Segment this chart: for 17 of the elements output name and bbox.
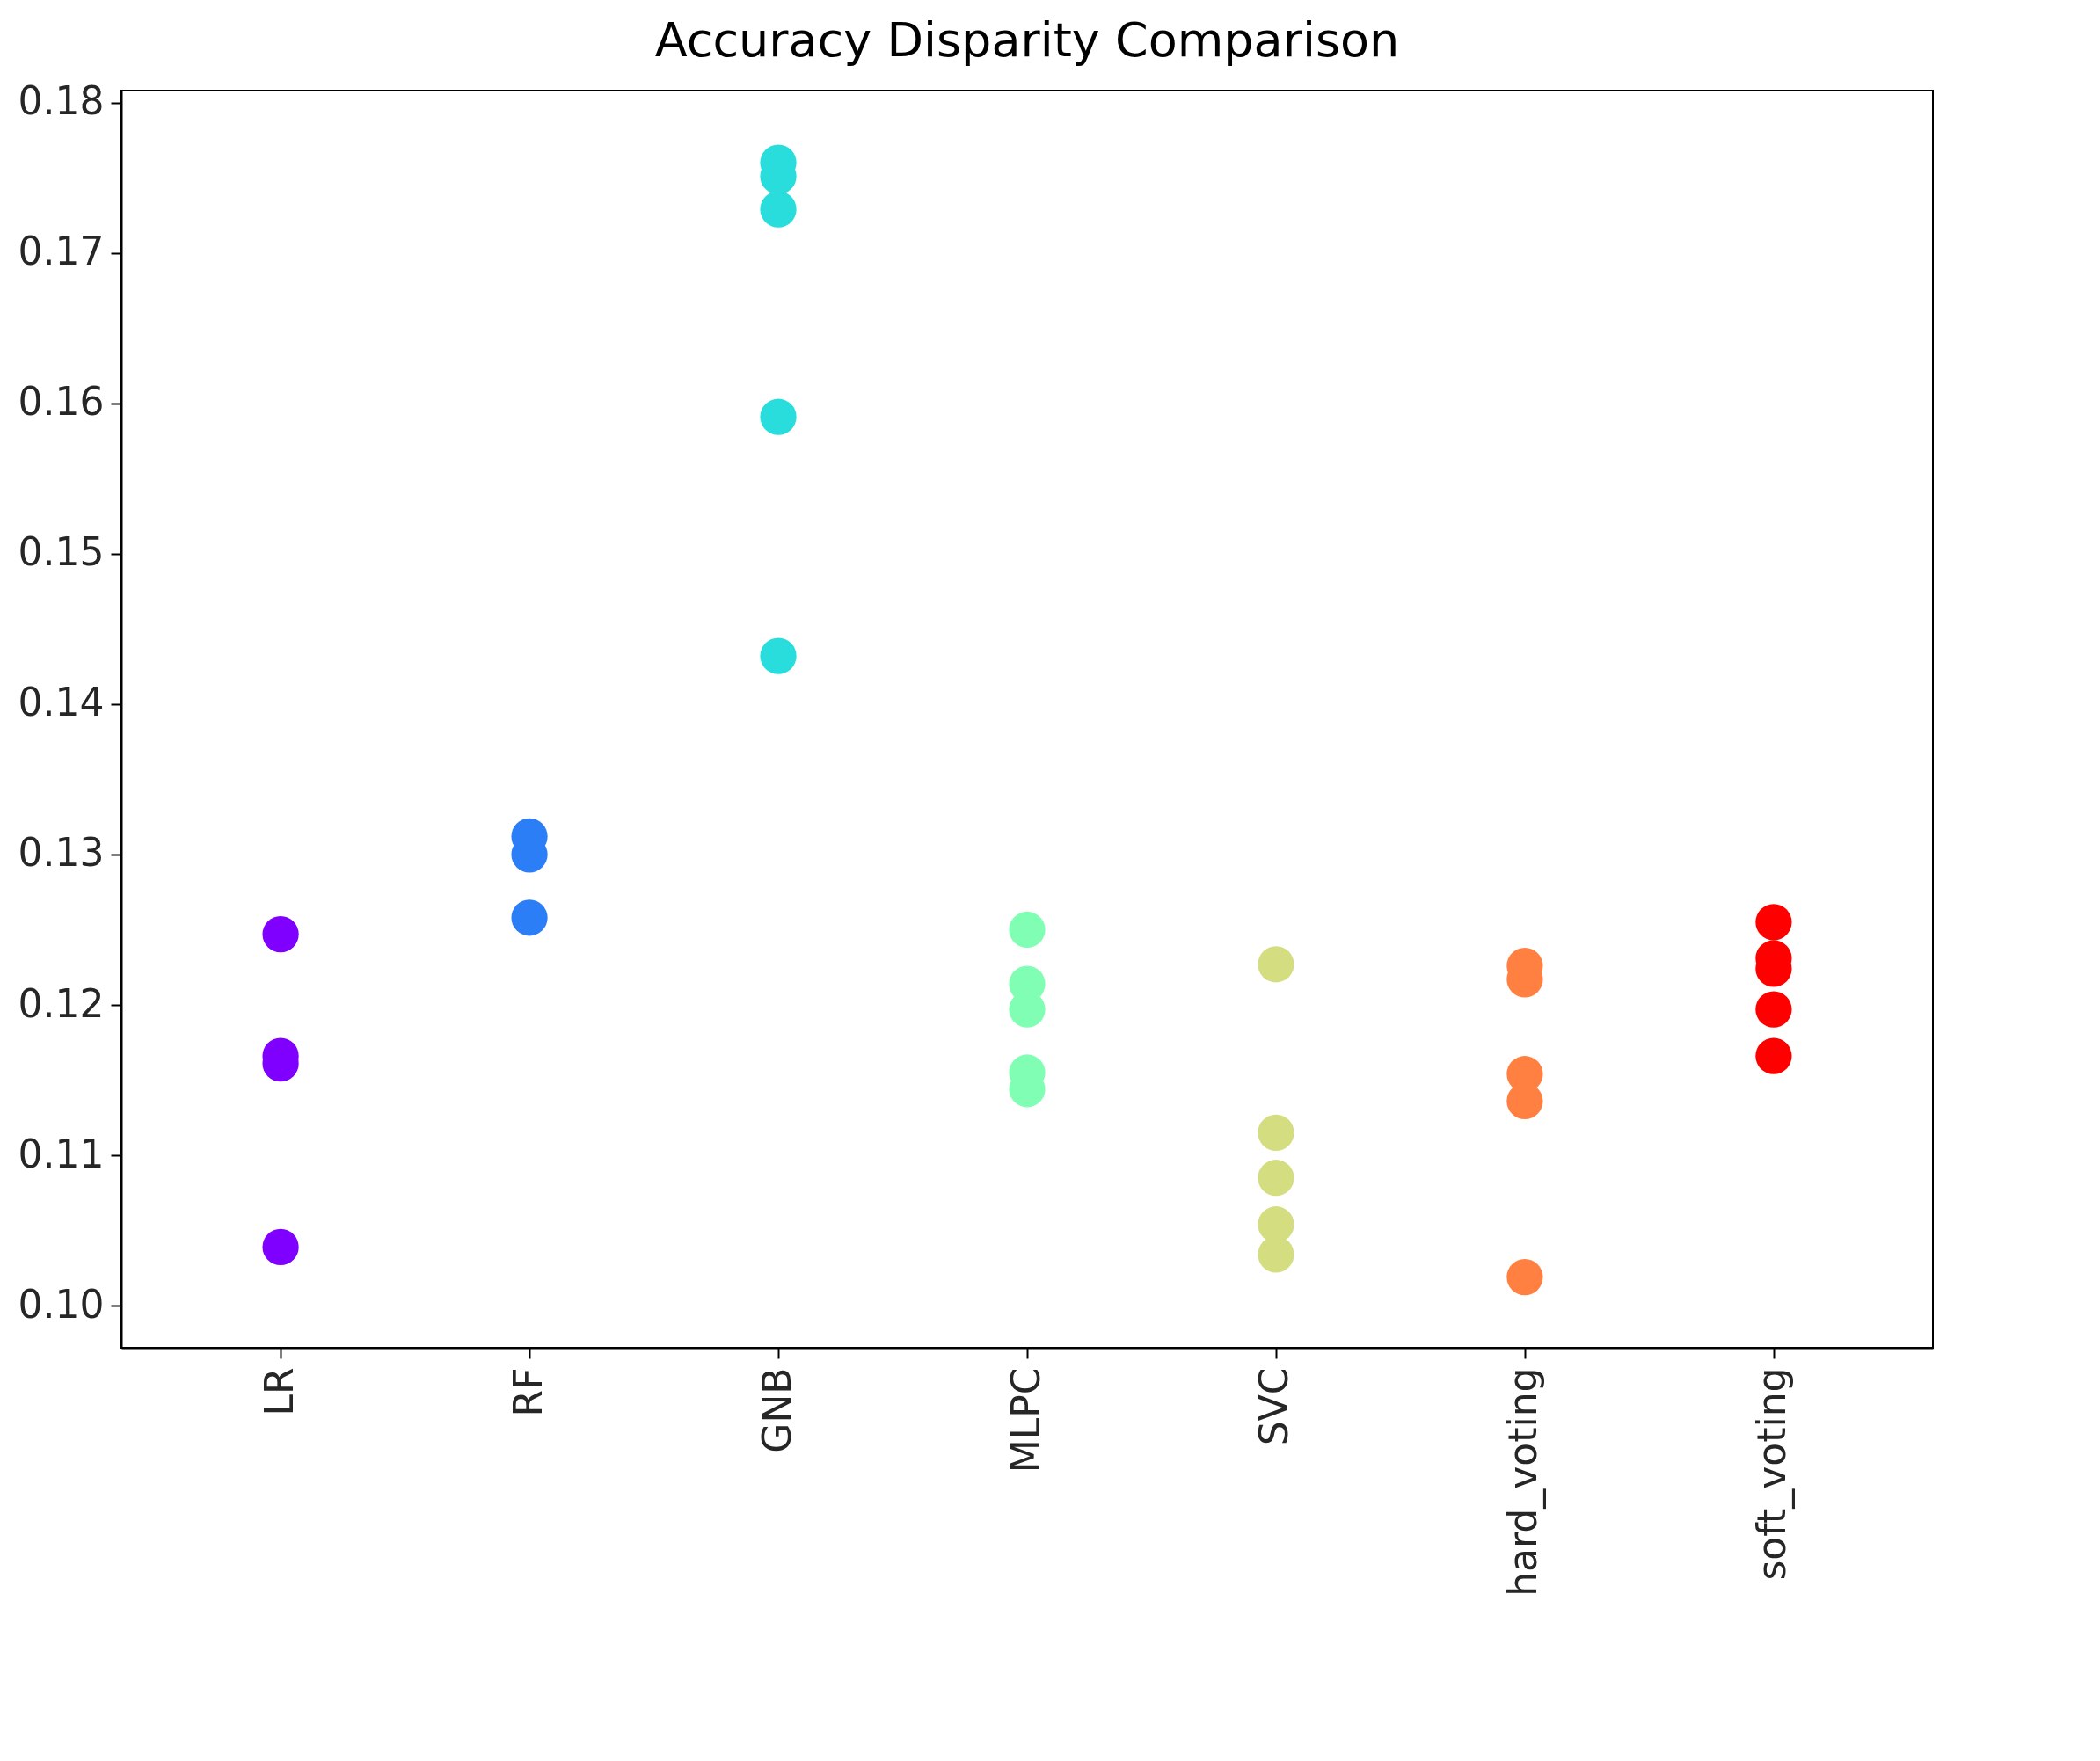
chart-title: Accuracy Disparity Comparison: [654, 11, 1400, 68]
y-tick-label: 0.13: [18, 830, 105, 876]
x-tick-label: LR: [256, 1367, 302, 1416]
y-tick-label: 0.11: [18, 1131, 105, 1176]
y-tick-label: 0.14: [18, 680, 105, 725]
y-tick-label: 0.15: [18, 529, 105, 575]
x-tick-label: RF: [505, 1367, 551, 1417]
x-tick-label: MLPC: [1003, 1367, 1048, 1474]
x-tick-label: SVC: [1251, 1367, 1297, 1446]
y-tick-label: 0.16: [18, 379, 105, 425]
y-tick-label: 0.18: [18, 78, 105, 124]
y-tick-label: 0.17: [18, 229, 105, 274]
y-tick-label: 0.12: [18, 980, 105, 1026]
x-tick-label: hard_voting: [1500, 1367, 1547, 1597]
x-tick-label: GNB: [754, 1367, 799, 1453]
y-tick-label: 0.10: [18, 1281, 105, 1327]
x-tick-label: soft_voting: [1749, 1367, 1796, 1581]
